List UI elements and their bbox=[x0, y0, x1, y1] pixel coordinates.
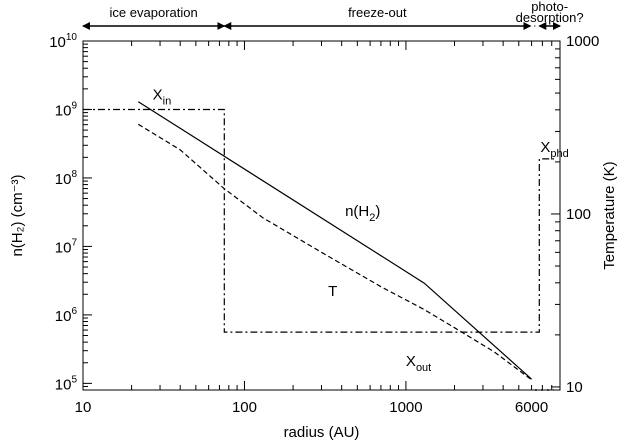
y-left-tick-label: 108 bbox=[55, 169, 78, 188]
series-layer bbox=[83, 101, 554, 391]
region-label: freeze-out bbox=[348, 5, 407, 20]
x-axis: 10 100 1000 6000 bbox=[75, 41, 561, 416]
series-nh-line bbox=[137, 101, 533, 380]
y-right-tick-label: 100 bbox=[566, 206, 591, 223]
y-axis-right-title: Temperature (K) bbox=[601, 161, 618, 269]
series-x-line bbox=[83, 108, 554, 333]
region-label: photo-desorption? bbox=[516, 0, 584, 25]
region-bar: ice evaporation freeze-out photo-desorptio… bbox=[82, 0, 584, 30]
annotation-layer: Xin Xphd Xout n(H2) T bbox=[153, 86, 569, 373]
y-left-tick-label: 106 bbox=[55, 306, 78, 325]
y-right-tick-label: 1000 bbox=[566, 33, 599, 50]
y-left-tick-label: 105 bbox=[55, 374, 78, 393]
x-tick-label: 1000 bbox=[389, 399, 422, 416]
x-tick-label: 10 bbox=[75, 399, 92, 416]
annotation-label: T bbox=[328, 283, 337, 300]
annotation-label: Xin bbox=[153, 86, 172, 107]
y-left-tick-label: 109 bbox=[55, 100, 78, 119]
region-label: ice evaporation bbox=[110, 5, 198, 20]
y-left-tick-label: 107 bbox=[55, 237, 78, 256]
series-t-line bbox=[137, 123, 532, 381]
y-axis-right: 10 100 1000 bbox=[551, 33, 599, 396]
x-axis-title: radius (AU) bbox=[284, 424, 360, 441]
x-tick-label: 6000 bbox=[515, 399, 548, 416]
y-axis-left-title: n(H₂) (cm⁻³) bbox=[9, 174, 26, 256]
y-axis-left: 105 106 107 108 109 1010 bbox=[49, 32, 92, 393]
annotation-label: Xout bbox=[406, 353, 431, 374]
x-tick-label: 100 bbox=[232, 399, 257, 416]
y-left-tick-label: 1010 bbox=[49, 32, 77, 51]
annotation-label: n(H2) bbox=[345, 203, 380, 224]
annotation-label: Xphd bbox=[540, 139, 568, 160]
y-right-tick-label: 10 bbox=[566, 379, 583, 396]
